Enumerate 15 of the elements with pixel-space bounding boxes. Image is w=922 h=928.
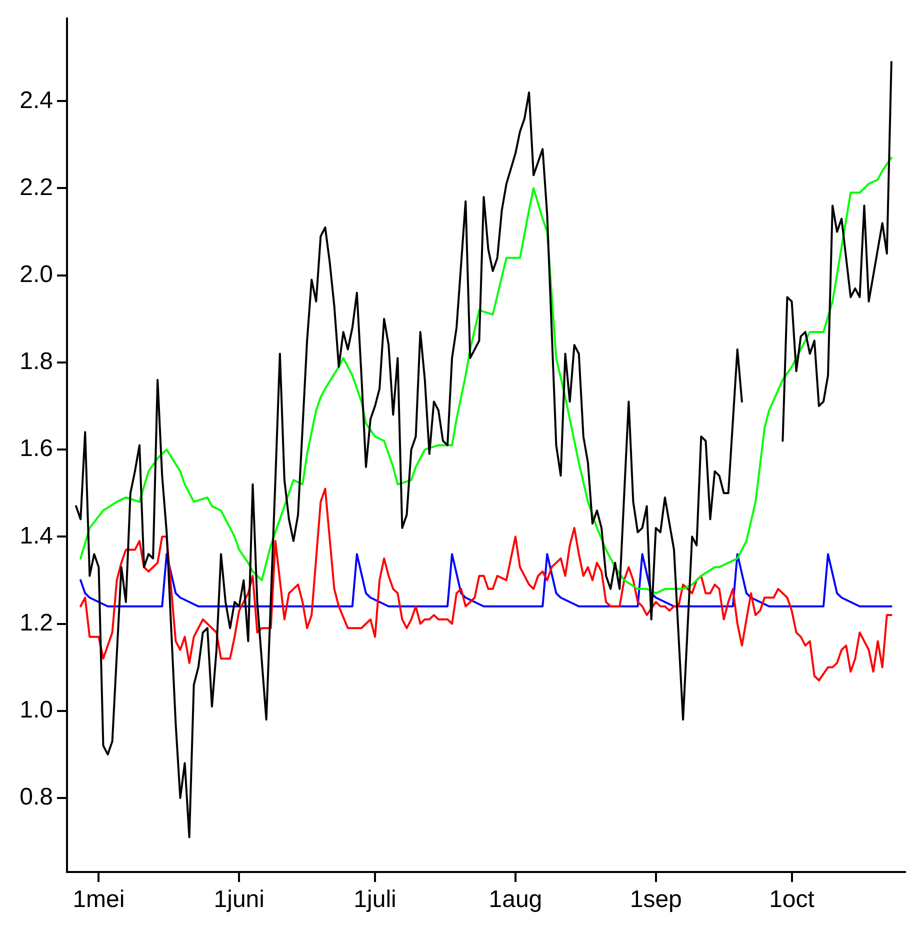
x-tick-label: 1juni xyxy=(214,886,264,914)
y-tick-label: 1.0 xyxy=(20,696,53,724)
y-tick-label: 0.8 xyxy=(20,784,53,811)
x-tick-label: 1oct xyxy=(769,886,815,914)
x-tick-label: 1sep xyxy=(630,886,682,914)
y-tick-label: 1.8 xyxy=(20,348,53,376)
y-tick-label: 2.4 xyxy=(20,86,53,114)
y-tick-label: 2.2 xyxy=(20,174,53,201)
x-tick-label: 1juli xyxy=(354,886,396,914)
x-tick-label: 1aug xyxy=(488,886,542,914)
x-tick-label: 1mei xyxy=(72,886,125,914)
y-tick-label: 2.0 xyxy=(20,260,53,288)
y-tick-label: 1.6 xyxy=(20,435,53,462)
y-tick-label: 1.4 xyxy=(20,522,53,550)
y-tick-label: 1.2 xyxy=(20,609,53,636)
